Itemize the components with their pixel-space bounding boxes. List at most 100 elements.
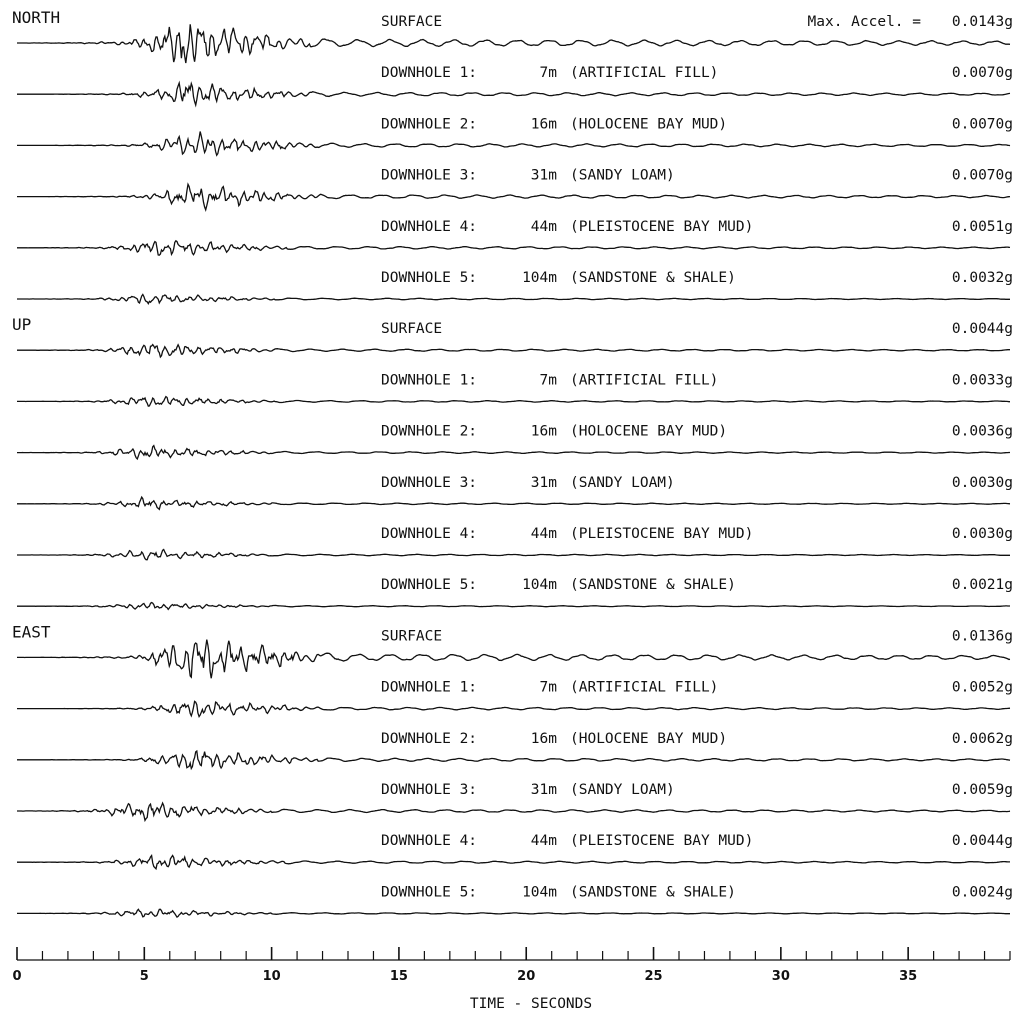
trace-max-accel: 0.0036g bbox=[952, 424, 1013, 440]
x-tick-label: 35 bbox=[899, 969, 917, 984]
trace-max-accel: 0.0051g bbox=[952, 219, 1013, 235]
trace-depth: 104m bbox=[522, 270, 557, 286]
trace-up-downhole-4 bbox=[17, 548, 1010, 561]
trace-label: DOWNHOLE 5: bbox=[381, 884, 477, 900]
trace-east-downhole-1 bbox=[17, 700, 1011, 719]
trace-max-accel: 0.0032g bbox=[952, 270, 1013, 286]
trace-max-accel: 0.0070g bbox=[952, 168, 1013, 184]
trace-depth: 16m bbox=[531, 424, 557, 440]
trace-max-accel: 0.0033g bbox=[952, 372, 1013, 388]
trace-depth: 31m bbox=[531, 782, 557, 798]
trace-depth: 31m bbox=[531, 475, 557, 491]
component-label: NORTH bbox=[12, 8, 60, 27]
trace-label: DOWNHOLE 3: bbox=[381, 475, 477, 491]
component-label: UP bbox=[12, 315, 31, 334]
trace-material: (HOLOCENE BAY MUD) bbox=[570, 731, 727, 747]
trace-max-accel: 0.0044g bbox=[952, 321, 1013, 337]
trace-label: DOWNHOLE 1: bbox=[381, 372, 477, 388]
trace-north-downhole-3 bbox=[17, 182, 1011, 212]
trace-label: DOWNHOLE 1: bbox=[381, 65, 477, 81]
trace-east-downhole-3 bbox=[17, 801, 1011, 823]
time-axis: 0 5 10 15 20 25 30 35 TIME - SECONDS bbox=[12, 947, 1011, 1012]
trace-depth: 44m bbox=[531, 526, 557, 542]
trace-east-downhole-5 bbox=[17, 908, 1010, 918]
trace-north-downhole-4 bbox=[17, 239, 1011, 257]
trace-max-accel: 0.0030g bbox=[952, 526, 1013, 542]
trace-max-accel: 0.0136g bbox=[952, 628, 1013, 644]
trace-up-downhole-1 bbox=[17, 395, 1010, 407]
trace-material: (PLEISTOCENE BAY MUD) bbox=[570, 526, 753, 542]
trace-material: (SANDSTONE & SHALE) bbox=[570, 270, 736, 286]
trace-label: DOWNHOLE 4: bbox=[381, 526, 477, 542]
trace-material: (SANDY LOAM) bbox=[570, 475, 675, 491]
trace-max-accel: 0.0021g bbox=[952, 577, 1013, 593]
trace-depth: 16m bbox=[531, 731, 557, 747]
trace-label: DOWNHOLE 2: bbox=[381, 116, 477, 132]
trace-max-accel: 0.0062g bbox=[952, 731, 1013, 747]
trace-depth: 104m bbox=[522, 577, 557, 593]
trace-label: DOWNHOLE 4: bbox=[381, 219, 477, 235]
trace-depth: 104m bbox=[522, 884, 557, 900]
trace-east-downhole-4 bbox=[17, 854, 1010, 871]
trace-max-accel: 0.0070g bbox=[952, 65, 1013, 81]
trace-max-accel: 0.0143g bbox=[952, 14, 1013, 30]
trace-material: (HOLOCENE BAY MUD) bbox=[570, 424, 727, 440]
trace-label: SURFACE bbox=[381, 14, 442, 30]
x-tick-label: 20 bbox=[517, 969, 535, 984]
trace-material: (ARTIFICIAL FILL) bbox=[570, 372, 718, 388]
trace-north-downhole-2 bbox=[17, 131, 1011, 157]
trace-depth: 7m bbox=[540, 680, 558, 696]
x-tick-label: 10 bbox=[263, 969, 281, 984]
trace-material: (SANDSTONE & SHALE) bbox=[570, 577, 736, 593]
trace-material: (ARTIFICIAL FILL) bbox=[570, 680, 718, 696]
trace-label: SURFACE bbox=[381, 321, 442, 337]
trace-depth: 44m bbox=[531, 833, 557, 849]
trace-label: SURFACE bbox=[381, 628, 442, 644]
traces-layer bbox=[17, 24, 1011, 918]
trace-north-surface bbox=[17, 24, 1011, 64]
trace-label: DOWNHOLE 3: bbox=[381, 168, 477, 184]
trace-material: (SANDY LOAM) bbox=[570, 782, 675, 798]
component-label: EAST bbox=[12, 622, 51, 641]
trace-max-accel: 0.0030g bbox=[952, 475, 1013, 491]
trace-label: DOWNHOLE 2: bbox=[381, 731, 477, 747]
trace-label: DOWNHOLE 3: bbox=[381, 782, 477, 798]
trace-material: (SANDY LOAM) bbox=[570, 168, 675, 184]
x-tick-label: 30 bbox=[772, 969, 790, 984]
trace-up-surface bbox=[17, 343, 1010, 359]
x-axis-title: TIME - SECONDS bbox=[470, 996, 592, 1012]
x-tick-label: 0 bbox=[12, 969, 21, 984]
trace-material: (ARTIFICIAL FILL) bbox=[570, 65, 718, 81]
trace-up-downhole-2 bbox=[17, 444, 1010, 461]
trace-label: DOWNHOLE 2: bbox=[381, 424, 477, 440]
trace-material: (PLEISTOCENE BAY MUD) bbox=[570, 219, 753, 235]
trace-label: DOWNHOLE 5: bbox=[381, 577, 477, 593]
trace-up-downhole-5 bbox=[17, 601, 1010, 611]
trace-up-downhole-3 bbox=[17, 495, 1011, 511]
x-tick-label: 15 bbox=[390, 969, 408, 984]
trace-material: (HOLOCENE BAY MUD) bbox=[570, 116, 727, 132]
trace-depth: 44m bbox=[531, 219, 557, 235]
trace-max-accel: 0.0070g bbox=[952, 116, 1013, 132]
max-accel-prefix: Max. Accel. = bbox=[808, 14, 922, 30]
trace-north-downhole-5 bbox=[17, 293, 1010, 305]
labels-layer: SURFACE 0.0143g NORTH Max. Accel. = DOWNHOLE… bbox=[12, 8, 1013, 900]
x-tick-label: 25 bbox=[644, 969, 662, 984]
trace-east-surface bbox=[17, 639, 1011, 679]
trace-label: DOWNHOLE 5: bbox=[381, 270, 477, 286]
trace-depth: 16m bbox=[531, 116, 557, 132]
trace-max-accel: 0.0059g bbox=[952, 782, 1013, 798]
trace-material: (PLEISTOCENE BAY MUD) bbox=[570, 833, 753, 849]
trace-depth: 7m bbox=[540, 65, 558, 81]
trace-max-accel: 0.0024g bbox=[952, 884, 1013, 900]
trace-material: (SANDSTONE & SHALE) bbox=[570, 884, 736, 900]
trace-max-accel: 0.0052g bbox=[952, 680, 1013, 696]
trace-east-downhole-2 bbox=[17, 749, 1011, 771]
trace-depth: 31m bbox=[531, 168, 557, 184]
trace-max-accel: 0.0044g bbox=[952, 833, 1013, 849]
trace-depth: 7m bbox=[540, 372, 558, 388]
trace-label: DOWNHOLE 4: bbox=[381, 833, 477, 849]
trace-north-downhole-1 bbox=[17, 80, 1011, 108]
x-tick-label: 5 bbox=[140, 969, 149, 984]
